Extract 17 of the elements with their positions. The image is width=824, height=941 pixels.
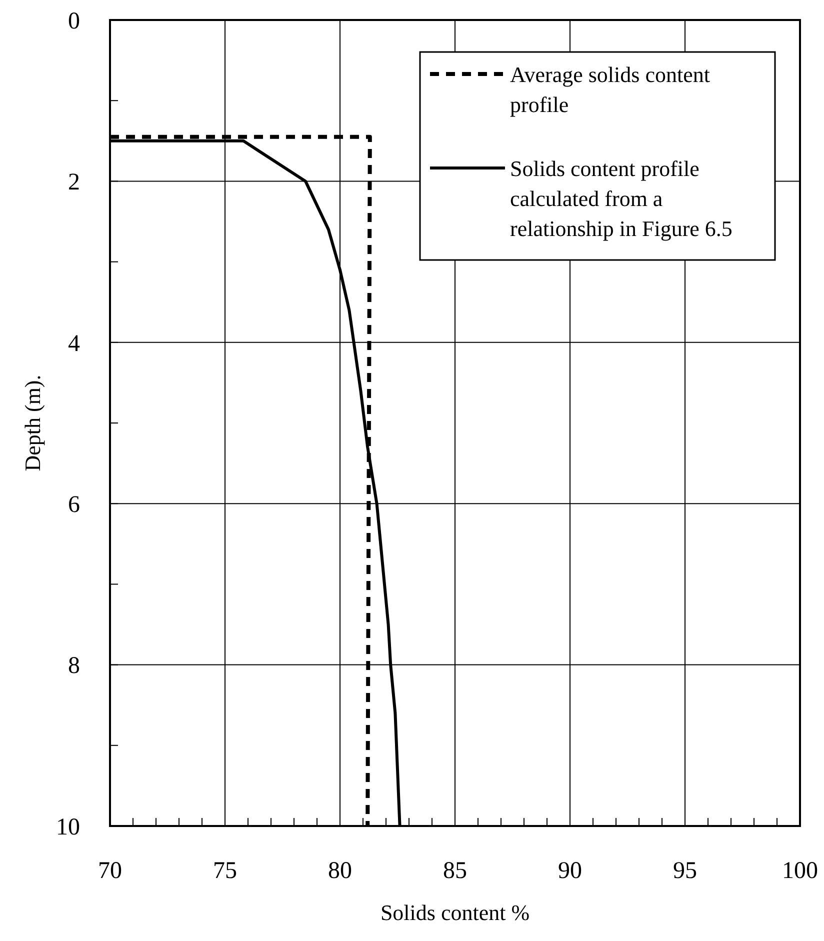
x-tick-label: 95: [673, 858, 697, 884]
y-tick-label: 10: [56, 814, 80, 840]
y-tick-label: 0: [68, 8, 80, 34]
y-axis-title: Depth (m).: [20, 374, 45, 472]
x-tick-label: 100: [782, 858, 818, 884]
y-tick-label: 6: [68, 492, 80, 518]
y-tick-label: 4: [68, 330, 80, 357]
x-tick-label: 75: [213, 858, 237, 884]
legend-label: Solids content profile calculated from a relationship in Figure 6.5: [510, 156, 732, 241]
y-tick-label: 8: [68, 653, 80, 680]
x-axis-title: Solids content %: [380, 900, 530, 925]
x-tick-label: 85: [443, 858, 467, 884]
x-tick-label: 90: [558, 858, 582, 884]
legend-label: Average solids content profile: [510, 62, 710, 117]
y-tick-label: 2: [68, 170, 80, 196]
x-tick-label: 70: [98, 858, 122, 884]
x-tick-label: 80: [328, 858, 352, 884]
